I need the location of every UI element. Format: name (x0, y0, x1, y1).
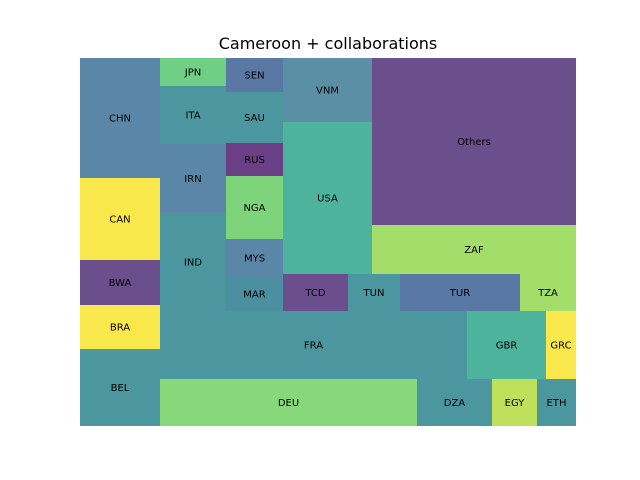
treemap-cell-nga (226, 176, 283, 239)
chart-title: Cameroon + collaborations (219, 34, 438, 53)
treemap-cell-tur (400, 274, 520, 311)
treemap-label-ind: IND (184, 258, 202, 269)
treemap-cell-irn (160, 144, 226, 213)
treemap-label-chn: CHN (109, 114, 131, 125)
treemap-label-gbr: GBR (496, 341, 518, 352)
treemap-label-tun: TUN (363, 288, 385, 299)
treemap-label-ita: ITA (185, 111, 200, 122)
treemap-cell-dza (417, 379, 492, 426)
treemap-label-jpn: JPN (184, 68, 201, 79)
treemap-label-mys: MYS (244, 254, 265, 265)
treemap-label-sau: SAU (244, 113, 265, 124)
treemap-cell-jpn (160, 58, 226, 86)
treemap-cell-grc (546, 311, 576, 379)
treemap-cell-rus (226, 143, 283, 176)
treemap-cell-ita (160, 86, 226, 144)
treemap-label-vnm: VNM (316, 86, 339, 97)
treemap-label-bel: BEL (111, 383, 130, 394)
treemap-cell-ind (160, 213, 226, 311)
treemap-label-fra: FRA (304, 341, 323, 352)
treemap-label-mar: MAR (243, 290, 265, 301)
treemap-cell-bel (80, 349, 160, 426)
treemap-label-irn: IRN (184, 174, 201, 185)
treemap-label-can: CAN (109, 215, 130, 226)
treemap-cell-tza (520, 274, 576, 311)
treemap-cell-usa (283, 122, 372, 274)
treemap-cell-eth (537, 379, 576, 426)
treemap-cell-chn (80, 58, 160, 178)
treemap-cell-fra (160, 311, 467, 379)
treemap-label-tcd: TCD (304, 288, 326, 299)
treemap-cell-tun (348, 274, 400, 311)
treemap-cell-can (80, 178, 160, 260)
treemap-cell-deu (160, 379, 417, 426)
treemap-cell-sau (226, 92, 283, 143)
treemap-label-deu: DEU (278, 398, 299, 409)
treemap-label-eth: ETH (547, 398, 567, 409)
treemap-label-zaf: ZAF (464, 245, 484, 256)
treemap-cell-mys (226, 239, 283, 277)
treemap-cell-egy (492, 379, 537, 426)
treemap-cell-vnm (283, 58, 372, 122)
treemap-label-tza: TZA (537, 288, 558, 299)
treemap-cell-mar (226, 277, 283, 311)
treemap-cell-bwa (80, 260, 160, 305)
treemap-label-usa: USA (317, 194, 338, 205)
treemap-label-others: Others (457, 137, 491, 148)
treemap-cell-others (372, 58, 576, 225)
treemap-cell-gbr (467, 311, 546, 379)
treemap-cell-bra (80, 305, 160, 349)
treemap-label-bwa: BWA (109, 278, 132, 289)
treemap-cells: CHN CAN BWA BRA BEL JPN ITA IRN IND SEN SAU RUS NGA M… (80, 58, 576, 426)
treemap-label-sen: SEN (244, 71, 264, 82)
treemap-label-bra: BRA (110, 323, 130, 334)
treemap-cell-sen (226, 58, 283, 92)
treemap-cell-tcd (283, 274, 348, 311)
treemap-label-tur: TUR (449, 288, 470, 299)
treemap-label-nga: NGA (243, 203, 265, 214)
treemap-label-egy: EGY (505, 398, 526, 409)
treemap-label-dza: DZA (444, 398, 466, 409)
treemap-label-grc: GRC (550, 341, 571, 352)
treemap-label-rus: RUS (244, 155, 265, 166)
treemap-cell-zaf (372, 225, 576, 274)
